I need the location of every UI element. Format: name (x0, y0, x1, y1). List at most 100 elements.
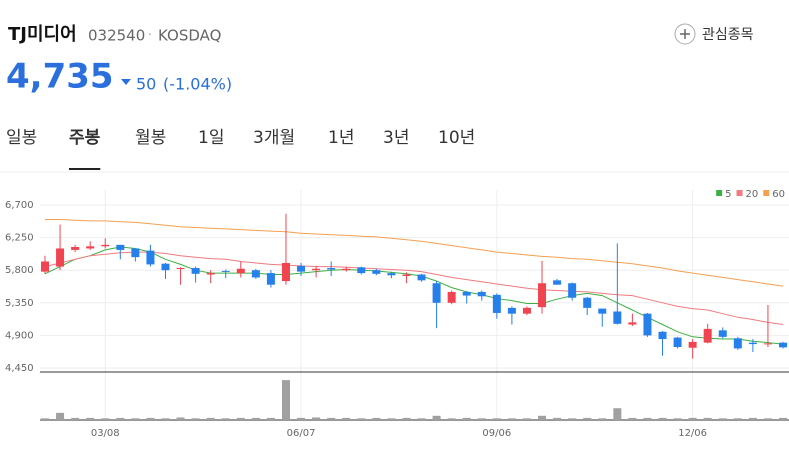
tab[interactable]: 3개월 (253, 128, 295, 148)
ma-line (44, 251, 784, 325)
volume-bar (598, 418, 607, 420)
volume-bar (643, 417, 652, 420)
candle-body (236, 268, 245, 274)
plus-icon (674, 23, 696, 45)
legend-label: 60 (772, 189, 785, 200)
tab[interactable]: 1일 (198, 128, 224, 148)
separator-dot: · (148, 28, 152, 42)
y-tick-label: 6,700 (5, 200, 34, 211)
tab[interactable]: 1년 (328, 128, 354, 148)
y-tick-label: 5,350 (5, 298, 34, 309)
volume-bar (71, 417, 80, 420)
legend-label: 5 (725, 189, 731, 200)
volume-bar (86, 417, 95, 420)
stock-name: TJ미디어 (8, 24, 77, 45)
volume-bar (613, 408, 622, 420)
volume-bar (462, 417, 471, 420)
candle-body (116, 244, 125, 250)
watch-button[interactable]: 관심종목 (674, 23, 754, 45)
volume-bar (733, 418, 742, 420)
tab[interactable]: 일봉 (6, 128, 37, 148)
candle-body (462, 291, 471, 296)
volume-bar (568, 418, 577, 420)
candle-body (281, 262, 290, 282)
candle-body (733, 338, 742, 349)
volume-bar (583, 417, 592, 420)
tab[interactable]: 3년 (383, 128, 409, 148)
y-tick-label: 6,250 (5, 233, 34, 244)
candle-body (643, 313, 652, 336)
stock-code: 032540 (88, 27, 145, 45)
candle-body (628, 322, 637, 325)
volume-bar (658, 417, 667, 420)
candle-body (357, 267, 366, 274)
candle-body (372, 270, 381, 274)
volume-bar (447, 418, 456, 420)
volume-bar (191, 418, 200, 420)
candle-body (748, 342, 757, 345)
candle-body (492, 294, 501, 313)
candle-body (703, 328, 712, 343)
tab[interactable]: 10년 (438, 128, 475, 148)
candle-body (387, 273, 396, 276)
volume-bar (718, 418, 727, 420)
volume-bar (56, 412, 65, 420)
candle-body (779, 342, 787, 348)
volume-bar (176, 417, 185, 420)
volume-bar (507, 418, 516, 420)
volume-bar (251, 417, 260, 420)
candle-body (266, 273, 275, 285)
candle-body (146, 250, 155, 265)
volume-bar (477, 418, 486, 420)
volume-bar (327, 417, 336, 420)
x-tick-label: 09/06 (482, 428, 511, 439)
volume-bar (673, 418, 682, 420)
candle-body (658, 331, 667, 340)
legend-swatch (716, 190, 723, 196)
change-pct: (-1.04%) (163, 75, 232, 94)
candle-body (56, 248, 65, 267)
candle-body (447, 291, 456, 303)
x-tick-label: 12/06 (678, 428, 707, 439)
candle-body (718, 330, 727, 337)
volume-bar (417, 418, 426, 420)
candle-body (221, 270, 230, 272)
candle-body (402, 274, 411, 276)
volume-bar (372, 417, 381, 420)
candle-body (191, 268, 200, 274)
legend-label: 20 (746, 189, 759, 200)
volume-bar (206, 417, 215, 420)
volume-bar (101, 418, 110, 420)
volume-bar (342, 417, 351, 420)
volume-bar (387, 418, 396, 420)
volume-bar (432, 415, 441, 420)
y-tick-label: 4,450 (5, 363, 34, 374)
volume-bar (763, 418, 772, 420)
tab[interactable]: 주봉 (69, 128, 101, 148)
candle-body (553, 280, 562, 285)
volume-bar (538, 415, 547, 420)
candle-body (251, 270, 260, 278)
volume-bar (221, 418, 230, 420)
legend-swatch (763, 190, 770, 196)
chart: 4,450 4,900 5,350 5,800 6,250 6,700 03/08 06/07… (5, 189, 789, 439)
candle-body (432, 283, 441, 303)
volume-bar (357, 418, 366, 420)
tabs: 일봉 주봉 월봉 1일 3개월 1년 3년 10년 (6, 128, 475, 170)
candle-body (583, 297, 592, 308)
watch-label: 관심종목 (702, 27, 754, 43)
candle-body (71, 247, 80, 250)
candle-body (417, 274, 426, 281)
tab[interactable]: 월봉 (135, 128, 166, 148)
legend-swatch (736, 190, 743, 196)
candle-body (763, 343, 772, 345)
y-tick-label: 5,800 (5, 265, 34, 276)
volume-bar (146, 417, 155, 420)
change: 50 (136, 75, 156, 94)
candle-body (86, 246, 95, 249)
plus-sign (680, 29, 690, 39)
volume-bar (688, 417, 697, 420)
ma-line (44, 246, 784, 345)
candle-body (131, 248, 140, 258)
candle-body (312, 268, 321, 271)
